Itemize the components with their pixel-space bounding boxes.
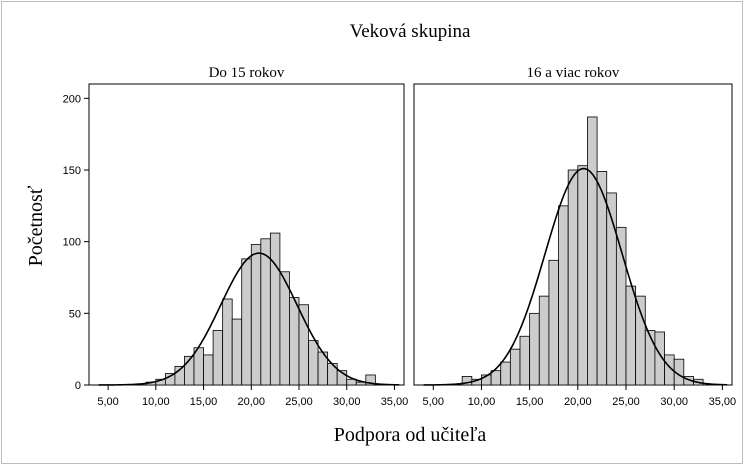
normal-curve — [98, 252, 400, 386]
histogram-bar — [509, 348, 521, 386]
histogram-bar — [587, 116, 598, 386]
histogram-bar — [500, 361, 511, 386]
histogram-bar — [260, 238, 271, 386]
x-tick-label: 30,00 — [660, 396, 688, 408]
x-tick-label: 35,00 — [381, 396, 409, 408]
histogram-bar — [269, 232, 281, 386]
x-tick-label: 20,00 — [564, 396, 592, 408]
histogram-bar — [644, 330, 656, 386]
histogram-bar — [222, 298, 233, 386]
y-tick-label: 100 — [63, 237, 81, 249]
histogram-bar — [529, 312, 540, 386]
histogram-bar — [212, 330, 224, 386]
y-tick-label: 0 — [75, 380, 81, 392]
panel-header: Do 15 rokov — [209, 65, 285, 81]
x-tick-label: 25,00 — [285, 396, 313, 408]
panel-do-15-rokov: Do 15 rokov 5,00 10,00 15,00 20,00 25,00 30,00… — [63, 65, 409, 408]
histogram-bar — [567, 169, 579, 386]
histogram-bar — [289, 297, 300, 386]
normal-curve — [423, 167, 728, 386]
histogram-bar — [298, 304, 309, 386]
y-tick-label: 200 — [63, 93, 81, 105]
x-tick-label: 20,00 — [238, 396, 266, 408]
x-axis-label: Podpora od učiteľa — [334, 424, 487, 446]
x-tick-label: 35,00 — [709, 396, 737, 408]
y-tick-label: 150 — [63, 165, 81, 177]
histogram-bar — [606, 192, 617, 386]
x-tick-label: 10,00 — [142, 396, 170, 408]
histogram-bar — [548, 259, 559, 386]
chart-title: Veková skupina — [350, 21, 471, 42]
histogram-bar — [308, 340, 319, 386]
histogram-bar — [596, 171, 608, 386]
panel-16-a-viac-rokov: 16 a viac rokov 5,00 10,00 15,00 20,00 25,00 3… — [413, 65, 737, 408]
x-tick-label: 15,00 — [190, 396, 218, 408]
histogram-bar — [490, 370, 502, 386]
x-tick-label: 10,00 — [468, 396, 496, 408]
histogram-bar — [231, 318, 243, 386]
panel-header: 16 a viac rokov — [527, 65, 620, 81]
y-axis-label: Početnosť — [25, 185, 47, 266]
x-tick-label: 15,00 — [516, 396, 544, 408]
histogram-bar — [365, 374, 376, 386]
histogram-bar — [538, 295, 550, 386]
histogram-bar — [193, 347, 204, 386]
histogram-bar — [241, 258, 252, 386]
histogram-bar — [625, 285, 637, 386]
histogram-bar — [250, 244, 262, 386]
histogram-bar — [635, 295, 646, 386]
x-tick-label: 25,00 — [612, 396, 640, 408]
y-tick-label: 50 — [69, 308, 81, 320]
histogram-bar — [279, 271, 290, 386]
histogram-bar — [558, 205, 569, 386]
histogram-bar — [203, 354, 214, 386]
histogram-bar — [519, 335, 531, 386]
x-tick-label: 5,00 — [97, 396, 118, 408]
histogram-bar — [577, 165, 588, 386]
x-tick-label: 5,00 — [423, 396, 444, 408]
x-tick-label: 30,00 — [333, 396, 361, 408]
histogram-bar — [336, 370, 348, 386]
